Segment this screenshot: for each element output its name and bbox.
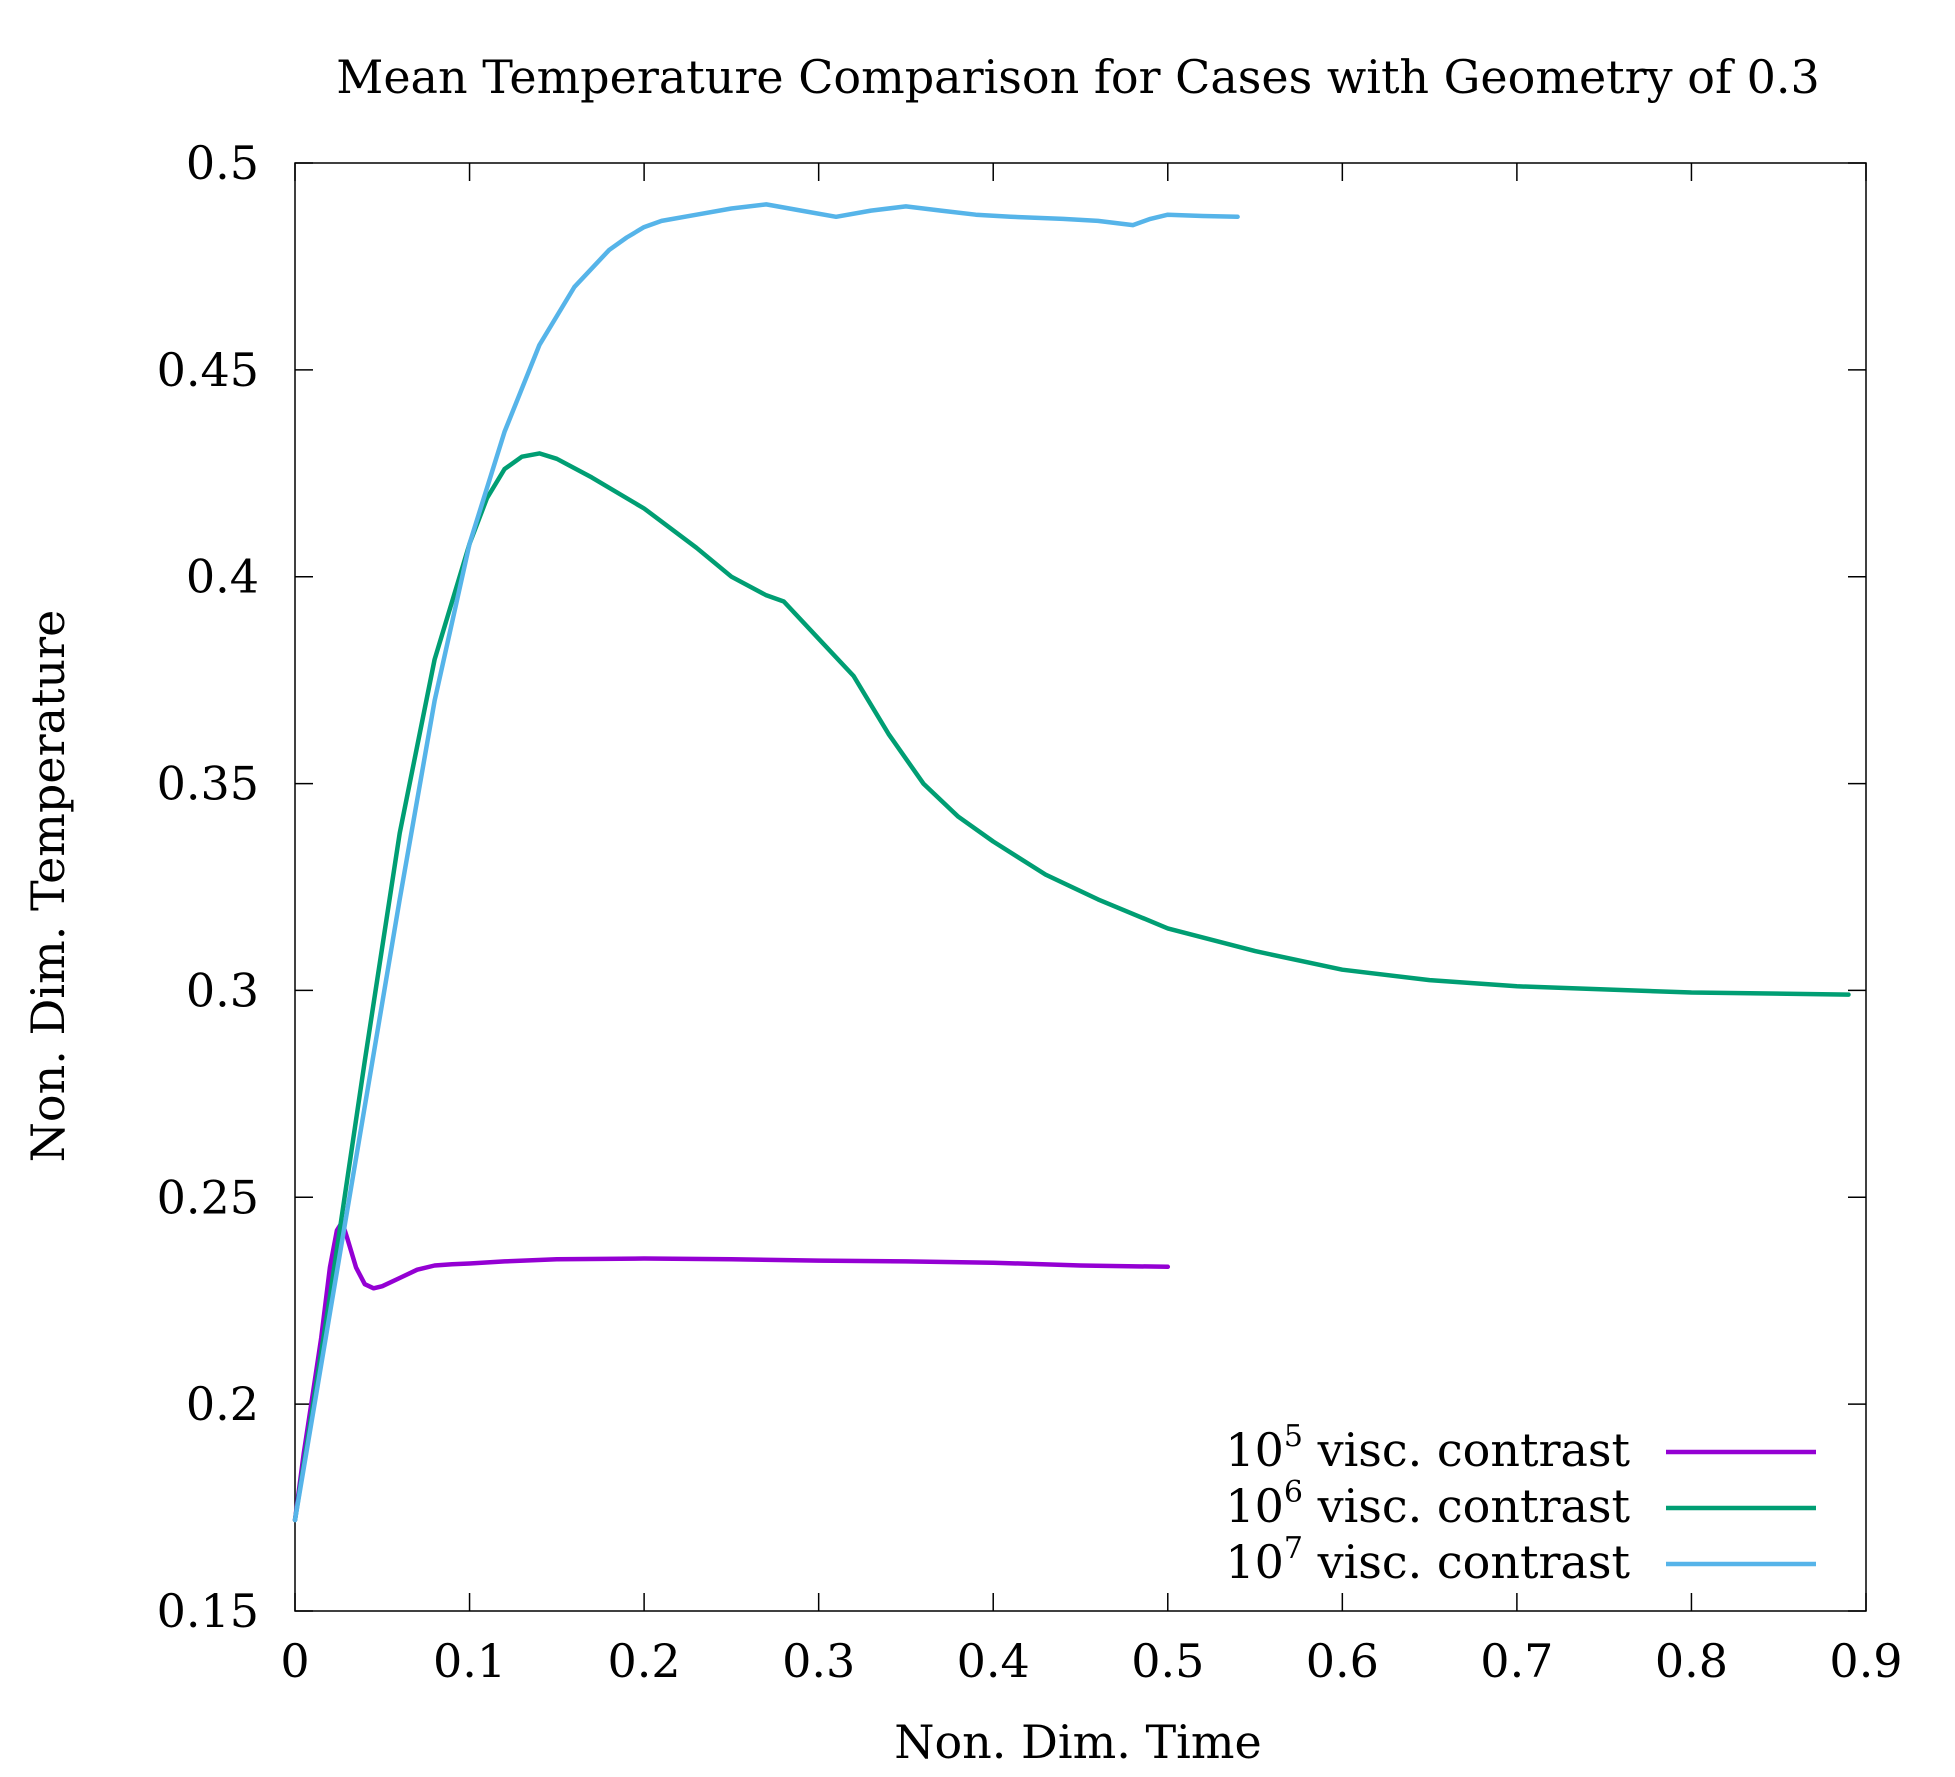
x-tick-label: 0.4 [957,1634,1030,1688]
x-tick-label: 0.9 [1829,1634,1902,1688]
legend-entry-5: 105 visc. contrast [1225,1419,1816,1477]
series-line-6 [292,451,1851,1523]
y-tick-label: 0.35 [157,757,259,811]
legend-text: visc. contrast [1303,1479,1631,1533]
x-axis-title: Non. Dim. Time [894,1715,1262,1769]
legend-entry-6: 106 visc. contrast [1225,1475,1816,1533]
legend-base: 10 [1225,1535,1284,1589]
series-layer [292,202,1851,1523]
legend-label: 107 visc. contrast [1225,1531,1630,1589]
legend-base: 10 [1225,1479,1284,1533]
legend-label: 105 visc. contrast [1225,1419,1630,1477]
series-line-7 [292,202,1240,1523]
legend-label: 106 visc. contrast [1225,1475,1630,1533]
legend-exponent: 6 [1284,1475,1303,1510]
x-tick-label: 0.2 [608,1634,681,1688]
y-tick-label: 0.2 [186,1377,259,1431]
y-axis-title: Non. Dim. Temperature [21,610,75,1163]
plot-frame [294,162,1867,1612]
series-line-5 [292,1219,1171,1523]
x-tick-label: 0.1 [433,1634,506,1688]
y-tick-label: 0.15 [157,1584,259,1638]
legend-entry-7: 107 visc. contrast [1225,1531,1816,1589]
x-tick-label: 0.3 [782,1634,855,1688]
x-tick-label: 0.7 [1480,1634,1553,1688]
y-tick-label: 0.45 [157,343,259,397]
x-tick-label: 0.6 [1306,1634,1379,1688]
y-tick-label: 0.5 [186,136,259,190]
legend-exponent: 5 [1284,1419,1303,1454]
chart-title: Mean Temperature Comparison for Cases wi… [336,50,1820,104]
x-tick-label: 0 [280,1634,309,1688]
legend-text: visc. contrast [1303,1423,1631,1477]
y-tick-label: 0.25 [157,1170,259,1224]
y-tick-label: 0.4 [186,550,259,604]
x-tick-label: 0.5 [1131,1634,1204,1688]
legend-text: visc. contrast [1303,1535,1631,1589]
axis-ticks: 0 0.1 0.2 0.3 0.4 0.5 0.6 0.7 0.8 0.9 0.15 0.2 0.25 0… [157,136,1903,1688]
plot-area [294,162,1867,1612]
y-tick-label: 0.3 [186,963,259,1017]
legend-exponent: 7 [1284,1531,1303,1566]
x-tick-label: 0.8 [1655,1634,1728,1688]
legend-base: 10 [1225,1423,1284,1477]
